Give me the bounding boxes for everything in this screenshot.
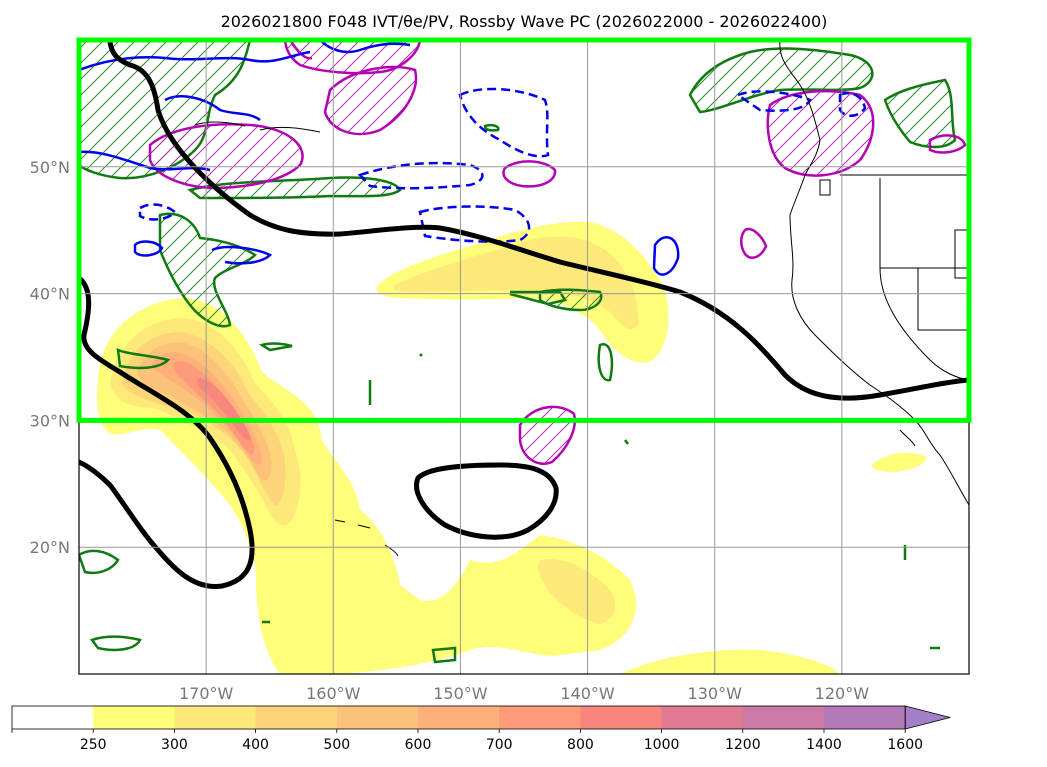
- hatch-region: [538, 288, 603, 312]
- colorbar-label: 1000: [644, 737, 680, 753]
- pv-hatched: [283, 40, 422, 75]
- lon-tick-labels: 170°W 160°W 150°W 140°W 130°W 120°W: [179, 684, 869, 703]
- chart-title: 2026021800 F048 IVT/θe/PV, Rossby Wave P…: [221, 12, 828, 31]
- hatch-region: [883, 78, 957, 149]
- pv-contours: [148, 40, 967, 465]
- highlight-box: [76, 37, 972, 423]
- colorbar-label: 800: [567, 737, 594, 753]
- colorbar-extend-arrow: [904, 705, 951, 730]
- ivt-contour-250: [871, 452, 926, 472]
- colorbar: 250 300 400 500 600 700 800 1000 1200 1400 1600: [11, 705, 951, 753]
- lat-tick-label: 30°N: [30, 411, 70, 430]
- colorbar-swatch-3: [255, 706, 338, 729]
- hatched-regions: [79, 40, 957, 328]
- lon-tick-label: 150°W: [433, 684, 488, 703]
- lon-tick-label: 140°W: [560, 684, 615, 703]
- colorbar-swatch-8: [661, 706, 744, 729]
- ivt-contour-250: [620, 649, 840, 674]
- ivt-shading: [97, 221, 926, 674]
- theta-e-contours: [79, 40, 867, 276]
- colorbar-label: 1600: [887, 737, 923, 753]
- pv-hatched: [518, 405, 577, 465]
- ivt-contour-300: [393, 236, 639, 330]
- colorbar-frame: [11, 705, 906, 730]
- map-area: [79, 40, 969, 674]
- ivt-contour-600: [151, 352, 262, 465]
- colorbar-swatch-5: [418, 706, 500, 729]
- colorbar-swatch-10: [824, 706, 906, 729]
- hatch-region: [158, 212, 257, 328]
- coastline: [194, 40, 969, 557]
- rossby-contour: [79, 275, 255, 589]
- rossby-contours: [79, 40, 969, 589]
- lat-tick-label: 20°N: [30, 538, 70, 557]
- colorbar-label: 600: [405, 737, 432, 753]
- pv-hatched: [148, 123, 304, 190]
- colorbar-swatch-4: [336, 706, 419, 729]
- lon-tick-label: 160°W: [306, 684, 361, 703]
- lat-tick-label: 50°N: [30, 158, 70, 177]
- colorbar-label: 700: [486, 737, 513, 753]
- colorbar-swatch-0: [12, 706, 94, 729]
- pv-hatched: [766, 89, 875, 177]
- lat-tick-label: 40°N: [30, 285, 70, 304]
- rossby-contour: [414, 462, 559, 540]
- colorbar-swatch-9: [742, 706, 825, 729]
- lon-tick-label: 120°W: [815, 684, 870, 703]
- ivt-contour-300: [537, 559, 616, 624]
- colorbar-label: 1200: [725, 737, 761, 753]
- pv-hatched: [323, 65, 418, 136]
- lat-tick-labels: 50°N 40°N 30°N 20°N: [30, 158, 70, 557]
- lon-tick-label: 170°W: [179, 684, 234, 703]
- colorbar-swatch-1: [93, 706, 175, 729]
- colorbar-swatch-2: [174, 706, 257, 729]
- colorbar-label: 300: [161, 737, 188, 753]
- ivt-contour-800: [197, 378, 250, 441]
- colorbar-label: 250: [80, 737, 107, 753]
- ivt-contour-700: [173, 361, 255, 455]
- lon-tick-label: 130°W: [688, 684, 743, 703]
- colorbar-label: 500: [323, 737, 350, 753]
- colorbar-swatch-6: [499, 706, 581, 729]
- colorbar-label: 400: [242, 737, 269, 753]
- hatch-region: [688, 47, 874, 114]
- rossby-contour: [107, 40, 969, 401]
- colorbar-swatch-7: [580, 706, 663, 729]
- colorbar-label: 1400: [806, 737, 842, 753]
